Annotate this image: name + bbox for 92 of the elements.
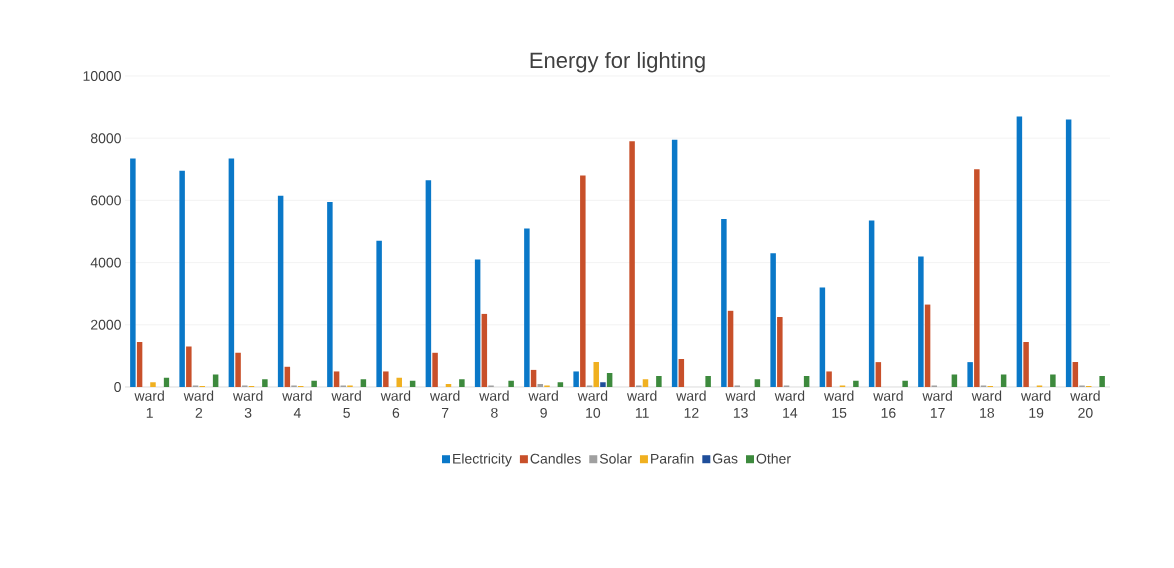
bar: [974, 169, 980, 387]
x-tick-label: ward 19: [1020, 390, 1051, 418]
bar: [1050, 374, 1056, 387]
bar: [727, 310, 734, 387]
bar: [333, 371, 340, 387]
bar: [1065, 119, 1072, 387]
bar: [235, 352, 241, 387]
x-tick-label: ward 7: [429, 390, 460, 418]
bar: [754, 379, 761, 387]
bar: [826, 371, 832, 387]
bar: [678, 359, 685, 387]
x-tick-label: ward 13: [725, 390, 755, 418]
bar: [721, 219, 727, 387]
bar: [459, 379, 465, 387]
bar: [228, 158, 235, 387]
bar: [924, 304, 931, 387]
bar: [705, 376, 711, 387]
y-tick-label: 10000: [83, 71, 121, 81]
bar: [360, 379, 367, 387]
bar: [376, 240, 382, 387]
x-tick-label: ward 18: [971, 390, 1002, 418]
bar: [383, 371, 389, 387]
x-tick-label: ward 6: [380, 390, 411, 418]
bar: [150, 382, 156, 387]
legend-label: Parafin: [651, 453, 694, 464]
x-tick-label: ward 8: [479, 390, 509, 418]
legend-label: Solar: [599, 453, 632, 464]
x-tick-label: ward 2: [183, 390, 214, 418]
y-tick-label: 2000: [91, 319, 121, 330]
x-tick-label: ward 9: [528, 390, 558, 418]
bar: [642, 379, 649, 387]
bar: [524, 228, 530, 387]
bar: [432, 352, 438, 387]
legend-label: Candles: [530, 453, 581, 464]
bar: [803, 376, 810, 387]
bar: [573, 371, 579, 387]
bar: [130, 158, 136, 387]
bar: [530, 369, 537, 387]
bar: [136, 341, 143, 387]
y-tick-label: 6000: [91, 195, 121, 206]
bar: [425, 180, 432, 387]
bar: [1023, 341, 1029, 387]
bar: [819, 287, 826, 387]
bar: [557, 382, 564, 387]
bar: [671, 139, 678, 387]
bar: [474, 259, 481, 387]
y-tick-label: 8000: [90, 133, 121, 144]
bar: [396, 377, 402, 387]
bar: [284, 366, 291, 387]
x-tick-label: ward 11: [626, 390, 657, 418]
bar: [327, 201, 333, 387]
bar: [868, 220, 875, 387]
x-tick-label: ward 20: [1070, 390, 1100, 418]
bar: [853, 380, 859, 387]
bar: [481, 313, 488, 387]
bar: [600, 382, 606, 387]
bar: [875, 362, 882, 387]
bar: [629, 141, 635, 387]
y-tick-label: 0: [114, 382, 121, 392]
bar: [606, 373, 613, 387]
bar: [967, 362, 973, 387]
x-tick-label: ward 5: [331, 390, 361, 418]
bar: [770, 253, 776, 387]
x-tick-label: ward 12: [676, 390, 706, 418]
bar: [1099, 376, 1105, 387]
legend-label: Electricity: [453, 453, 512, 467]
x-tick-label: ward 15: [823, 390, 854, 418]
bar: [179, 170, 185, 387]
x-tick-label: ward 4: [282, 390, 312, 418]
bar: [918, 256, 924, 387]
bar: [656, 376, 662, 387]
bar: [1072, 362, 1079, 387]
chart-title: Energy for lighting: [530, 51, 705, 73]
bar: [593, 362, 599, 387]
legend-label: Other: [756, 453, 791, 464]
x-tick-label: ward 14: [774, 390, 805, 418]
bar: [311, 380, 317, 387]
y-tick-label: 4000: [90, 257, 121, 268]
bar: [1016, 116, 1023, 387]
x-tick-label: ward 16: [873, 390, 903, 418]
bar: [186, 346, 192, 387]
bar: [277, 195, 284, 387]
bar: [902, 380, 908, 387]
x-tick-label: ward 10: [577, 390, 608, 418]
x-tick-label: ward 1: [134, 390, 164, 418]
bar: [508, 380, 514, 387]
legend-label: Gas: [713, 453, 738, 464]
x-tick-label: ward 17: [922, 390, 952, 418]
x-tick-label: ward 3: [232, 390, 263, 418]
bar: [262, 379, 268, 387]
bar: [580, 175, 586, 387]
bar: [777, 317, 783, 387]
